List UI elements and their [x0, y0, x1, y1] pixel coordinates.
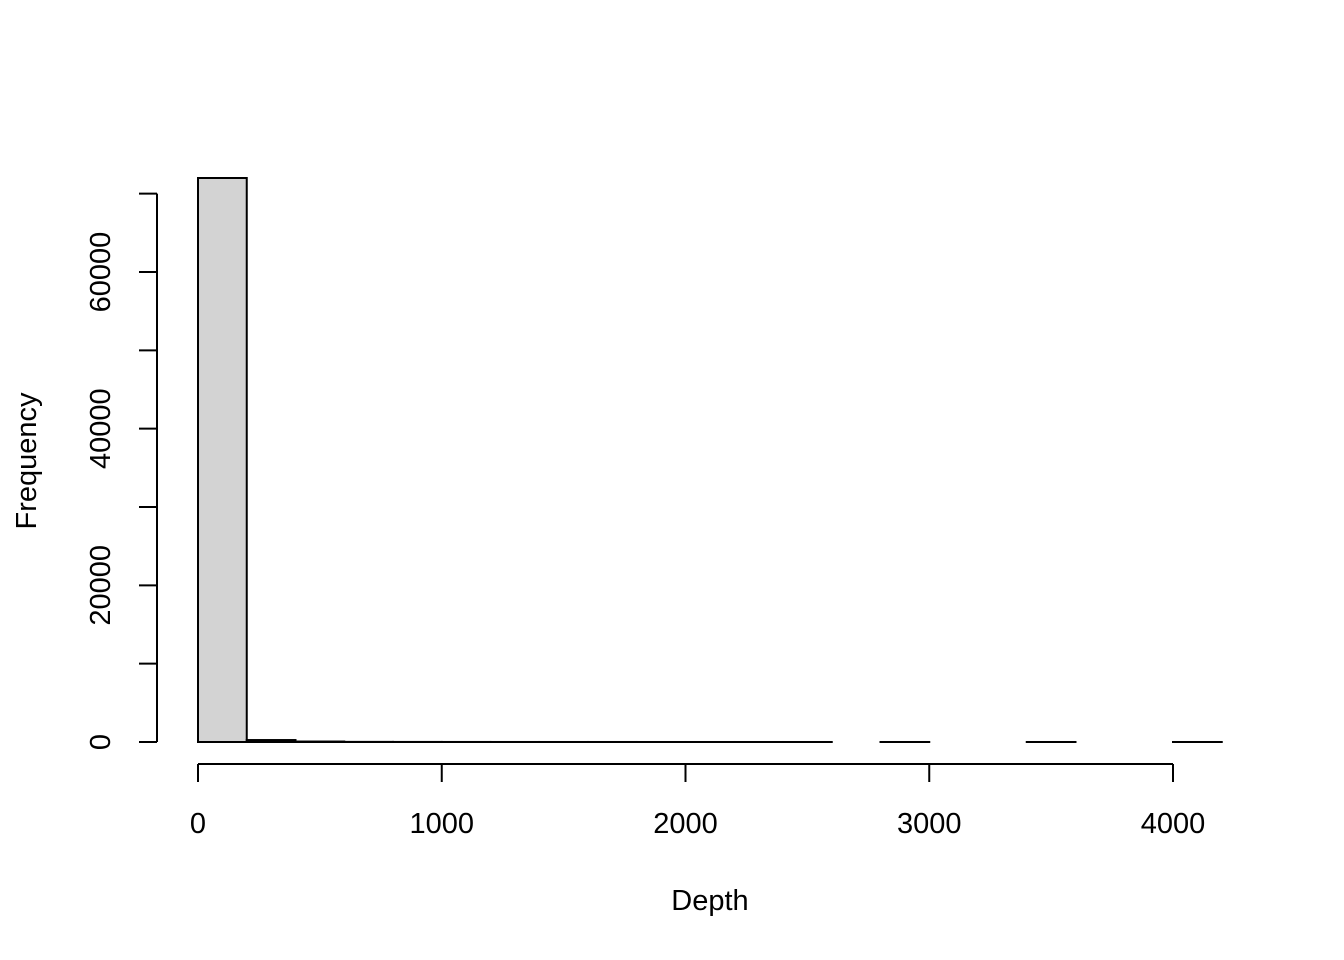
- x-tick-label-4: 4000: [1141, 808, 1206, 840]
- y-tick-label-3: 60000: [85, 232, 117, 313]
- y-axis-title: Frequency: [11, 392, 43, 530]
- x-axis: 0 1000 2000 3000 4000: [190, 763, 1206, 840]
- y-tick-label-2: 40000: [85, 388, 117, 469]
- y-axis: 0 20000 40000 60000: [85, 192, 158, 750]
- x-tick-label-0: 0: [190, 808, 206, 840]
- histogram-bar-0: [197, 177, 248, 743]
- x-tick-label-1: 1000: [409, 808, 474, 840]
- histogram-bar-1: [245, 739, 297, 744]
- x-axis-title: Depth: [671, 885, 748, 917]
- x-tick-label-2: 2000: [653, 808, 718, 840]
- x-tick-label-3: 3000: [897, 808, 962, 840]
- histogram-bars: [197, 177, 1223, 744]
- y-tick-label-0: 0: [85, 734, 117, 750]
- y-tick-label-1: 20000: [85, 545, 117, 626]
